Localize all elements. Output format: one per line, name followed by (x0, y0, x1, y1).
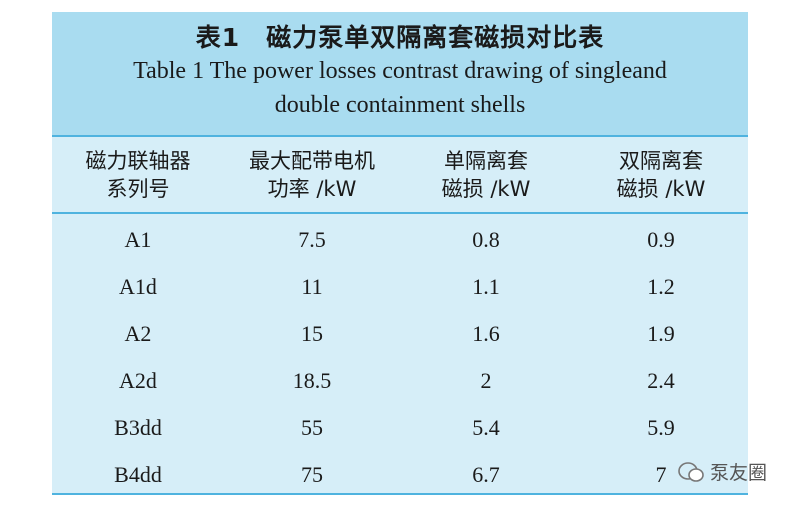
table-cell: 5.4 (472, 415, 500, 440)
table-cell: A2d (119, 368, 157, 393)
table-cell: 2.4 (647, 368, 675, 393)
table-cell: 5.9 (647, 415, 675, 440)
header-line: 最大配带电机 (249, 149, 375, 173)
table-cell: 55 (301, 415, 323, 440)
title-en: double containment shells (274, 92, 526, 118)
header-line: 功率 /kW (267, 177, 357, 201)
table-cell: 1.1 (472, 274, 500, 299)
header-line: 磁力联轴器 (85, 149, 191, 173)
header-line: 单隔离套 (444, 149, 528, 173)
table-cell: 1.2 (647, 274, 675, 299)
table-cell: 1.9 (647, 321, 675, 346)
table-cell: 6.7 (472, 462, 500, 487)
table-cell: 18.5 (292, 368, 332, 393)
table: 表1 磁力泵单双隔离套磁损对比表 Table 1 The power losse… (52, 12, 748, 495)
table-cell: 2 (480, 368, 492, 393)
table-cell: B4dd (114, 462, 162, 487)
table-title: 表1 磁力泵单双隔离套磁损对比表 Table 1 The power losse… (52, 12, 748, 137)
header-line: 磁损 /kW (441, 177, 531, 201)
table-cell: B3dd (114, 415, 162, 440)
watermark: 泵友圈 (678, 458, 767, 485)
header-cell: 磁力联轴器 系列号 (51, 147, 225, 203)
table-cell: A1 (124, 227, 152, 252)
table-cell: 75 (301, 462, 323, 487)
table-cell: 1.6 (472, 321, 500, 346)
title-cn: 表1 磁力泵单双隔离套磁损对比表 (195, 23, 605, 52)
title-en: Table 1 The power losses contrast drawin… (133, 58, 667, 84)
header-line: 双隔离套 (619, 149, 703, 173)
table-cell: 15 (301, 321, 323, 346)
table-cell: 0.8 (472, 227, 500, 252)
table-cell: A2 (124, 321, 152, 346)
table-cell: 7.5 (298, 227, 326, 252)
watermark-text: 泵友圈 (710, 462, 768, 484)
table-cell: A1d (119, 274, 157, 299)
header-line: 磁损 /kW (616, 177, 706, 201)
header-cell: 最大配带电机 功率 /kW (225, 147, 399, 203)
header-line: 系列号 (106, 177, 170, 201)
header-cell: 双隔离套磁损 /kW (574, 147, 748, 203)
header-cell: 单隔离套磁损 /kW (399, 147, 573, 203)
table-cell: 11 (301, 274, 323, 299)
header-row: 磁力联轴器 系列号 最大配带电机 功率 /kW 单隔离套 磁损 /kW 双隔离套 磁损 /kW (52, 137, 748, 214)
watermark-icon (678, 462, 704, 482)
table-cell: 0.9 (647, 227, 675, 252)
table-cell: 7 (655, 462, 667, 487)
